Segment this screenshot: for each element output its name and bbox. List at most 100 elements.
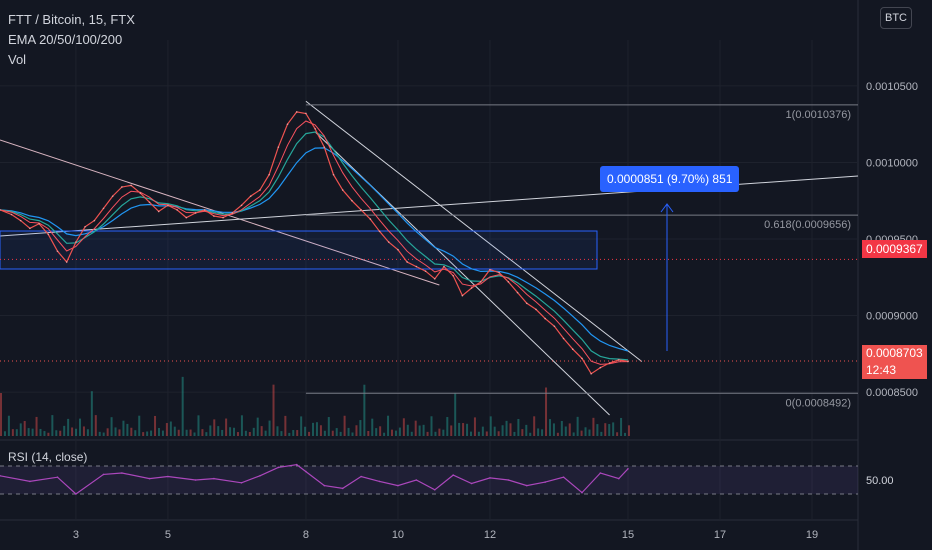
volume-bar: [576, 416, 579, 436]
volume-bar: [217, 426, 220, 436]
volume-bar: [398, 427, 401, 436]
rsi-point: [240, 482, 243, 484]
fib-level-label: 1(0.0010376): [786, 109, 851, 121]
volume-bar: [477, 431, 480, 436]
volume-bar: [469, 431, 472, 436]
price-point: [351, 199, 353, 202]
volume-bar: [146, 431, 149, 436]
volume-bar: [102, 432, 105, 436]
volume-bar: [308, 431, 311, 436]
measure-tooltip[interactable]: 0.0000851 (9.70%) 851: [600, 166, 740, 192]
volume-bar: [572, 432, 575, 436]
volume-bar: [122, 420, 125, 436]
price-point: [213, 215, 215, 217]
price-point: [84, 225, 86, 228]
price-point: [535, 308, 537, 311]
price-point: [139, 192, 142, 194]
x-tick-label: 5: [165, 529, 171, 541]
price-point: [75, 241, 77, 243]
volume-bar: [339, 431, 342, 436]
fib-level-label: 0.618(0.0009656): [764, 219, 851, 231]
rsi-point: [29, 480, 31, 483]
volume-bar: [252, 427, 255, 436]
volume-bar: [624, 432, 627, 436]
x-tick-label: 17: [714, 529, 726, 541]
volume-bar: [367, 431, 370, 436]
price-point: [176, 209, 178, 211]
price-point: [452, 274, 454, 277]
rsi-indicator-label[interactable]: RSI (14, close): [8, 450, 88, 464]
volume-bar: [343, 415, 346, 436]
volume-bar: [197, 415, 200, 436]
volume-bar: [489, 416, 492, 436]
y-tick-label: 0.0009000: [866, 311, 918, 323]
price-point: [571, 348, 574, 351]
price-point: [295, 111, 298, 113]
price-point: [10, 213, 13, 216]
volume-bar: [71, 427, 74, 436]
volume-bar: [545, 387, 548, 436]
volume-bar: [35, 416, 38, 436]
x-tick-label: 19: [806, 529, 818, 541]
volume-bar: [331, 430, 334, 436]
volume-bar: [541, 429, 544, 436]
volume-bar: [505, 420, 508, 436]
price-point: [443, 265, 445, 268]
volume-bar: [59, 430, 62, 436]
volume-bar: [327, 417, 330, 436]
volume-bar: [422, 424, 425, 436]
volume-bar: [193, 432, 196, 436]
price-point: [341, 189, 344, 191]
red-level-price-tag: 0.0009367: [862, 240, 927, 258]
volume-bar: [315, 422, 318, 436]
price-point: [489, 268, 491, 271]
wedge-lower-line: [314, 131, 610, 416]
volume-bar: [450, 425, 453, 436]
volume-bar: [588, 429, 591, 436]
volume-bar: [67, 418, 70, 436]
volume-bar: [548, 419, 551, 436]
volume-bar: [608, 424, 611, 436]
rsi-point: [507, 479, 510, 481]
volume-bar: [181, 376, 184, 436]
volume-bar: [169, 421, 172, 436]
ema-indicator-label[interactable]: EMA 20/50/100/200: [8, 32, 123, 47]
symbol-title[interactable]: FTT / Bitcoin, 15, FTX: [8, 12, 135, 27]
currency-button[interactable]: BTC: [880, 7, 912, 29]
price-point: [581, 357, 583, 360]
price-point: [203, 209, 206, 211]
volume-bar: [31, 428, 34, 436]
x-tick-label: 3: [73, 529, 79, 541]
volume-bar: [304, 426, 307, 436]
price-point: [240, 204, 243, 207]
countdown-timer: 12:43: [866, 363, 897, 377]
price-point: [268, 173, 270, 176]
volume-bar: [604, 423, 607, 436]
rsi-point: [544, 481, 546, 483]
volume-bar: [387, 415, 390, 436]
volume-bar: [75, 428, 78, 436]
volume-bar: [410, 431, 413, 436]
volume-bar: [513, 431, 516, 436]
volume-bar: [209, 425, 212, 436]
volume-bar: [264, 430, 267, 436]
volume-indicator-label[interactable]: Vol: [8, 52, 27, 67]
volume-bar: [165, 423, 168, 436]
volume-bar: [134, 430, 137, 436]
volume-bar: [82, 426, 85, 436]
volume-bar: [521, 429, 524, 436]
volume-bar: [517, 419, 520, 436]
price-point: [56, 250, 59, 253]
price-point: [397, 248, 399, 251]
price-point: [102, 207, 105, 210]
volume-bar: [600, 431, 603, 436]
volume-bar: [592, 417, 595, 436]
volume-bar: [418, 425, 421, 436]
rsi-point: [213, 477, 215, 480]
volume-bar: [525, 424, 528, 436]
ema-50-line: [0, 131, 629, 361]
volume-bar: [402, 418, 405, 436]
price-point: [130, 184, 132, 187]
volume-bar: [529, 432, 532, 436]
